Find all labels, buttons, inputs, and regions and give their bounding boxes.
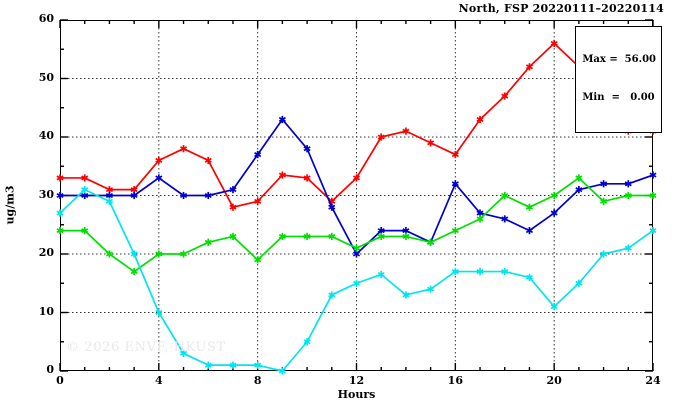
legend-max-label: Max = 56.00: [582, 54, 656, 65]
y-tick-label: 10: [38, 304, 54, 318]
x-tick-label: 8: [253, 374, 262, 387]
y-tick-label: 50: [38, 70, 54, 84]
x-tick-label: 16: [447, 374, 463, 387]
x-tick-label: 0: [56, 374, 64, 387]
x-tick-label: 20: [546, 374, 562, 387]
grid-layer: [60, 20, 653, 371]
x-tick-label: 12: [348, 374, 365, 387]
y-tick-label: 40: [38, 129, 54, 142]
y-tick-label: 30: [38, 187, 54, 201]
x-axis-label: Hours: [337, 388, 376, 401]
x-tick-label: 4: [155, 374, 163, 387]
legend-box: Max = 56.00 Min = 0.00: [575, 26, 662, 133]
y-tick-label: 60: [38, 12, 54, 25]
legend-min-label: Min = 0.00: [582, 91, 655, 103]
chart-title: North, FSP 20220111–20220114: [458, 2, 664, 15]
y-tick-label: 20: [38, 246, 54, 259]
y-tick-label: 0: [46, 363, 54, 376]
x-tick-label: 24: [645, 374, 661, 387]
